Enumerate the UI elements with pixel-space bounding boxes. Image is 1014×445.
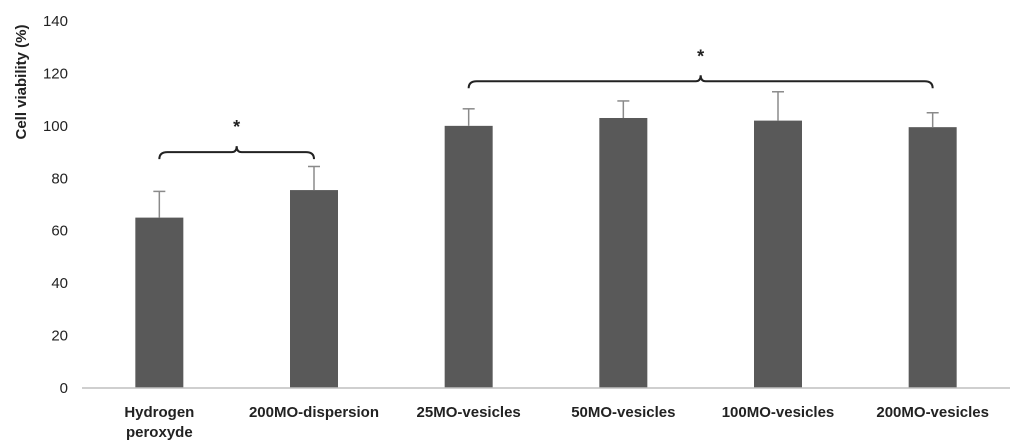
y-axis-title: Cell viability (%) [13, 24, 30, 139]
y-tick-label: 120 [43, 65, 68, 82]
bar [908, 127, 957, 389]
bar [135, 217, 184, 388]
x-tick-label: Hydrogen peroxyde [124, 404, 194, 441]
x-tick-label: 200MO-dispersion [249, 404, 379, 421]
significance-bracket [467, 75, 934, 89]
significance-brackets: ** [158, 46, 934, 160]
significance-asterisk: * [233, 117, 240, 137]
y-tick-label: 40 [51, 275, 68, 292]
significance-asterisk: * [697, 46, 704, 66]
y-tick-label: 100 [43, 118, 68, 135]
y-tick-label: 20 [51, 328, 68, 345]
x-tick-label: 200MO-vesicles [876, 404, 989, 421]
bar [599, 117, 648, 388]
y-tick-label: 0 [60, 380, 68, 397]
x-tick-label: 100MO-vesicles [722, 404, 835, 421]
y-tick-label: 60 [51, 223, 68, 240]
significance-bracket [158, 146, 315, 160]
y-tick-label: 140 [43, 13, 68, 30]
bar [754, 120, 802, 388]
x-tick-label: 25MO-vesicles [417, 404, 521, 421]
x-tick-label: 50MO-vesicles [571, 404, 675, 421]
bar [444, 125, 493, 388]
error-bars [153, 91, 939, 218]
y-axis: 0 20 40 60 80 100 120 140 [43, 13, 68, 397]
y-tick-label: 80 [51, 170, 68, 187]
x-axis: Hydrogen peroxyde 200MO-dispersion 25MO-ves… [82, 387, 1010, 441]
bar [290, 190, 338, 388]
bars [135, 117, 957, 389]
